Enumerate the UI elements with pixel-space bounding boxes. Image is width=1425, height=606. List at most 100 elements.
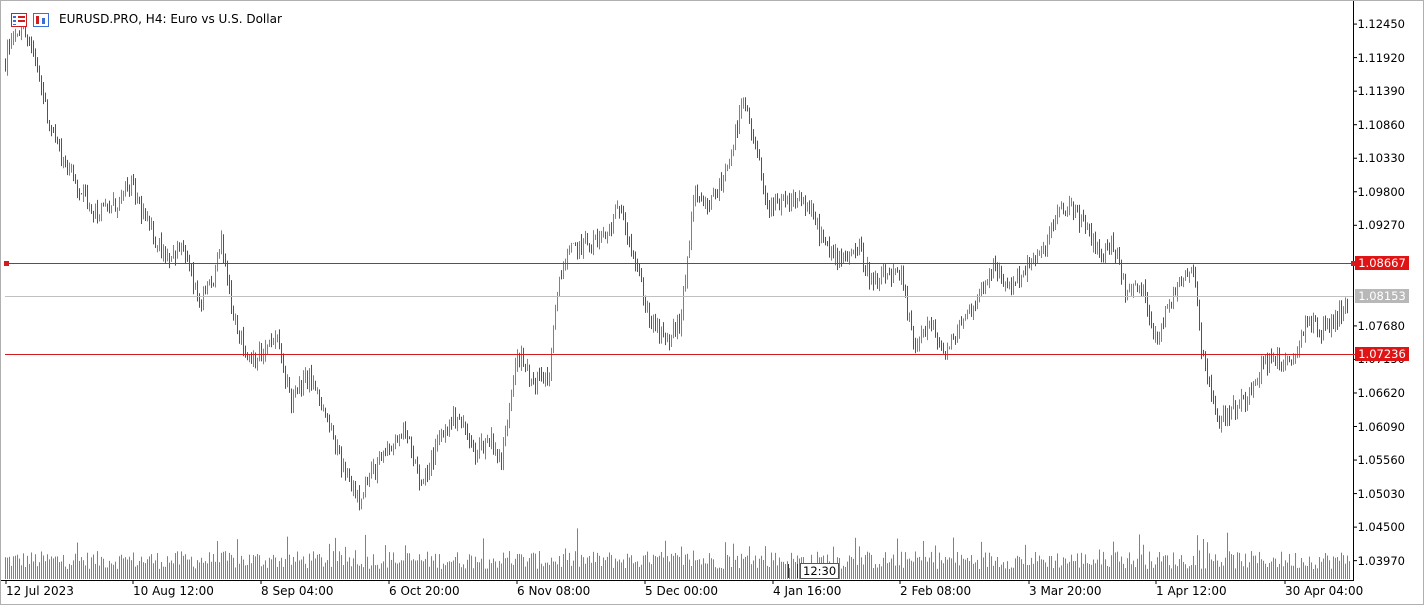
scroll-time-label: 12:30 [800,563,840,579]
volume-bar [55,556,56,579]
volume-bar [759,558,760,579]
volume-bar [603,557,604,579]
volume-bar [895,565,896,579]
volume-bar [1335,557,1336,579]
volume-bar [1219,566,1220,579]
volume-bar [1139,534,1140,579]
volume-bar [225,551,226,579]
volume-bar [73,560,74,579]
volume-bar [1075,561,1076,579]
chart-shift-marker[interactable]: 12:30 [788,563,840,579]
volume-bar [761,555,762,579]
volume-bar [477,562,478,579]
volume-bar [305,563,306,579]
resistance-price-tag[interactable]: 1.08667 [1355,256,1409,271]
volume-bar [1153,567,1154,579]
volume-bar [75,553,76,579]
volume-bar [405,545,406,579]
volume-bar [123,558,124,579]
volume-bar [1283,566,1284,579]
volume-bar [943,563,944,579]
volume-bar [419,554,420,579]
volume-bar [989,552,990,579]
volume-bar [1223,565,1224,579]
volume-bar [107,567,108,579]
volume-bar [1101,564,1102,579]
resistance-anchor-handle[interactable] [4,261,9,266]
volume-bar [151,554,152,579]
volume-bar [699,559,700,579]
volume-bar [891,558,892,579]
volume-bar [217,541,218,579]
price-label: 1.11390 [1357,84,1405,99]
volume-bar [453,560,454,579]
volume-bar [375,565,376,579]
volume-bar [1277,567,1278,579]
volume-bar [1163,556,1164,579]
volume-bar [1039,555,1040,579]
volume-bar [593,551,594,579]
volume-bar [1255,555,1256,579]
volume-bar [599,555,600,579]
shift-handle-icon[interactable] [788,564,798,578]
support-price-tag[interactable]: 1.07236 [1355,346,1409,361]
volume-bar [333,551,334,579]
volume-bar [1287,562,1288,579]
volume-bar [839,557,840,579]
volume-bar [789,568,790,579]
volume-bar [353,558,354,579]
volume-bar [971,555,972,579]
volume-bar [1067,563,1068,579]
volume-bar [269,557,270,579]
volume-bar [941,560,942,579]
volume-bar [403,560,404,579]
volume-bar [1315,564,1316,579]
volume-bar [99,565,100,579]
volume-bar [475,556,476,579]
volume-bar [1169,565,1170,579]
volume-bar [625,568,626,579]
volume-bar [1195,565,1196,579]
volume-bar [1345,563,1346,579]
volume-bar [1011,567,1012,579]
resistance-end-handle[interactable] [1351,261,1356,266]
volume-bar [747,555,748,579]
volume-bar [963,558,964,579]
volume-bar [777,565,778,579]
volume-bar [125,557,126,579]
volume-bar [1157,557,1158,579]
volume-bar [845,566,846,579]
volume-bar [1251,551,1252,579]
volume-bar [297,551,298,579]
volume-bar [997,556,998,579]
volume-bar [505,558,506,579]
volume-bar [727,554,728,579]
volume-bar [899,565,900,579]
volume-bar [1337,557,1338,579]
volume-bar [641,564,642,579]
volume-bar [435,553,436,579]
volume-bar [119,556,120,579]
chart-list-icon[interactable] [11,12,27,27]
volume-bar [545,562,546,579]
volume-bar [1319,557,1320,579]
volume-bar [965,559,966,579]
time-label: 30 Apr 04:00 [1285,584,1364,598]
volume-bar [219,562,220,579]
volume-bar [567,560,568,579]
chart-properties-icon[interactable] [33,12,49,27]
volume-bar [889,562,890,579]
price-label: 1.06620 [1357,385,1405,400]
volume-bar [1285,560,1286,579]
volume-bar [1199,550,1200,579]
volume-bar [243,559,244,579]
volume-bar [595,561,596,579]
volume-bar [879,563,880,579]
price-label: 1.07680 [1357,318,1405,333]
volume-bar [487,568,488,579]
price-label: 1.12450 [1357,17,1405,32]
volume-bar [1311,562,1312,579]
volume-bar [541,563,542,579]
